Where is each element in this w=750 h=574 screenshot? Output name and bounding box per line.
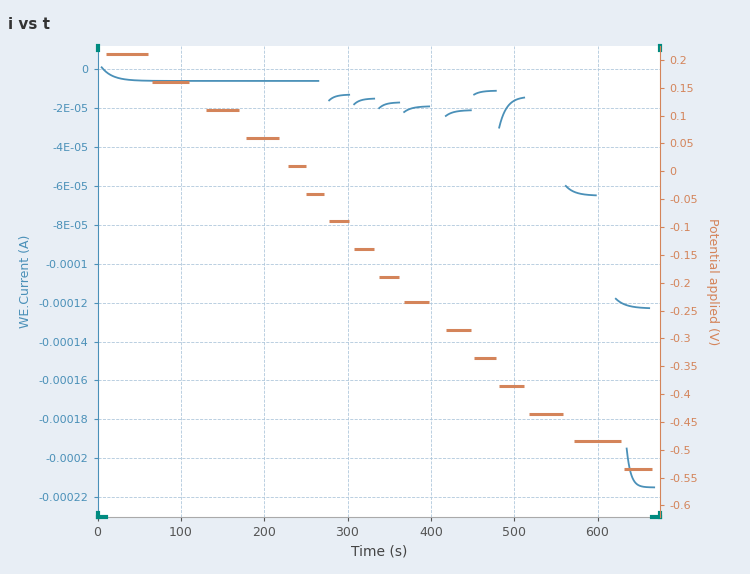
Y-axis label: Potential applied (V): Potential applied (V) [706, 218, 718, 345]
Text: i vs t: i vs t [8, 17, 50, 32]
Y-axis label: WE.Current (A): WE.Current (A) [19, 235, 32, 328]
X-axis label: Time (s): Time (s) [350, 544, 407, 558]
